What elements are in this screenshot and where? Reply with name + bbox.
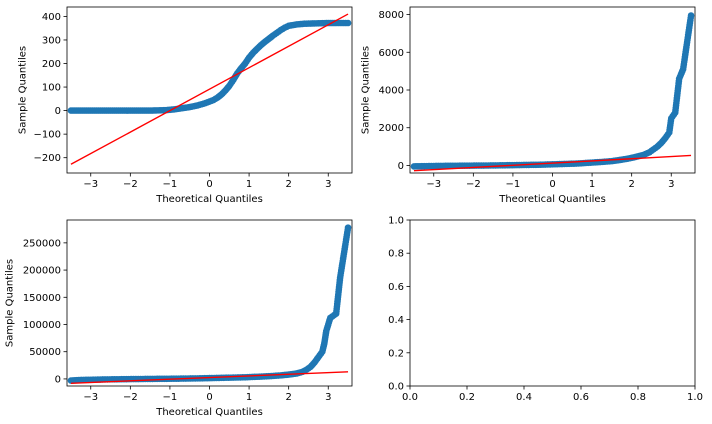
x-tick-label: 3 bbox=[325, 179, 331, 190]
x-axis-label: Theoretical Quantiles bbox=[155, 194, 263, 205]
x-tick-label: 2 bbox=[628, 179, 634, 190]
y-tick-label: 100000 bbox=[23, 320, 61, 331]
x-tick-label: 2 bbox=[285, 179, 291, 190]
subplot-3: −3 −2 −1 0 1 2 3 0 50000 100000 150000 200000 250000… bbox=[5, 219, 353, 418]
reference-line bbox=[413, 154, 692, 172]
y-axis-label: Sample Quantiles bbox=[360, 46, 371, 134]
x-tick-label: −1 bbox=[506, 179, 521, 190]
y-tick-label: 50000 bbox=[29, 347, 61, 358]
x-tick-label: −1 bbox=[163, 392, 178, 403]
series-points bbox=[67, 19, 352, 114]
x-tick-label: 1 bbox=[589, 179, 595, 190]
y-tick-label: 6000 bbox=[379, 48, 404, 59]
x-tick-label: 0.0 bbox=[402, 392, 418, 403]
y-tick-label: 0 bbox=[55, 374, 61, 385]
x-tick-label: −3 bbox=[426, 179, 441, 190]
x-tick-label: −3 bbox=[83, 179, 98, 190]
x-tick-label: 0.4 bbox=[516, 392, 532, 403]
plot-frame bbox=[409, 219, 696, 387]
y-tick-label: 0.8 bbox=[388, 249, 404, 260]
x-tick-label: −2 bbox=[123, 179, 138, 190]
y-tick-label: 2000 bbox=[379, 123, 404, 134]
y-tick-label: 4000 bbox=[379, 86, 404, 97]
x-axis-label: Theoretical Quantiles bbox=[155, 407, 263, 418]
x-tick-label: 3 bbox=[325, 392, 331, 403]
plot-frame bbox=[66, 6, 353, 174]
x-tick-label: 0 bbox=[206, 392, 212, 403]
reference-line bbox=[70, 371, 349, 384]
y-tick-label: 8000 bbox=[379, 10, 404, 21]
y-tick-label: −200 bbox=[34, 153, 61, 164]
y-tick-label: 0 bbox=[55, 106, 61, 117]
y-tick-label: 1.0 bbox=[388, 216, 404, 227]
subplot-4: 0.0 0.2 0.4 0.6 0.8 1.0 0.0 0.2 0.4 0.6 0.8 1.0 bbox=[388, 216, 703, 404]
x-tick-label: 0 bbox=[549, 179, 555, 190]
y-tick-label: 300 bbox=[42, 35, 61, 46]
y-tick-label: 0.2 bbox=[388, 348, 404, 359]
y-tick-label: 200 bbox=[42, 59, 61, 70]
data-point bbox=[344, 224, 352, 231]
y-tick-label: 150000 bbox=[23, 293, 61, 304]
y-tick-label: 0.6 bbox=[388, 282, 404, 293]
plot-frame bbox=[66, 219, 353, 387]
reference-line bbox=[70, 13, 349, 165]
x-tick-label: 1 bbox=[246, 179, 252, 190]
y-tick-label: 100 bbox=[42, 83, 61, 94]
y-tick-label: 0.4 bbox=[388, 315, 404, 326]
y-tick-label: 250000 bbox=[23, 238, 61, 249]
y-tick-label: 400 bbox=[42, 12, 61, 23]
x-tick-label: 0 bbox=[206, 179, 212, 190]
x-tick-label: −2 bbox=[466, 179, 481, 190]
subplot-2: −3 −2 −1 0 1 2 3 0 2000 4000 6000 8000 Theoretical Q… bbox=[360, 6, 696, 205]
x-tick-label: 0.8 bbox=[630, 392, 646, 403]
y-tick-label: 0.0 bbox=[388, 382, 404, 393]
series-points bbox=[410, 12, 695, 170]
x-tick-label: 1 bbox=[246, 392, 252, 403]
x-axis-label: Theoretical Quantiles bbox=[498, 194, 606, 205]
x-tick-label: 0.2 bbox=[459, 392, 475, 403]
y-tick-label: 0 bbox=[398, 161, 404, 172]
x-tick-label: 0.6 bbox=[573, 392, 589, 403]
data-point bbox=[687, 12, 695, 19]
x-tick-label: 1.0 bbox=[687, 392, 703, 403]
x-tick-label: 2 bbox=[285, 392, 291, 403]
x-tick-label: 3 bbox=[668, 179, 674, 190]
x-tick-label: −2 bbox=[123, 392, 138, 403]
y-axis-label: Sample Quantiles bbox=[17, 46, 28, 134]
y-tick-label: −100 bbox=[34, 130, 61, 141]
subplot-1: −3 −2 −1 0 1 2 3 −200 −100 0 100 200 300 400 Theoretic… bbox=[17, 6, 353, 205]
x-tick-label: −1 bbox=[163, 179, 178, 190]
series-points bbox=[67, 224, 352, 384]
y-axis-label: Sample Quantiles bbox=[5, 259, 16, 347]
y-tick-label: 200000 bbox=[23, 266, 61, 277]
data-point bbox=[344, 19, 352, 27]
x-tick-label: −3 bbox=[83, 392, 98, 403]
